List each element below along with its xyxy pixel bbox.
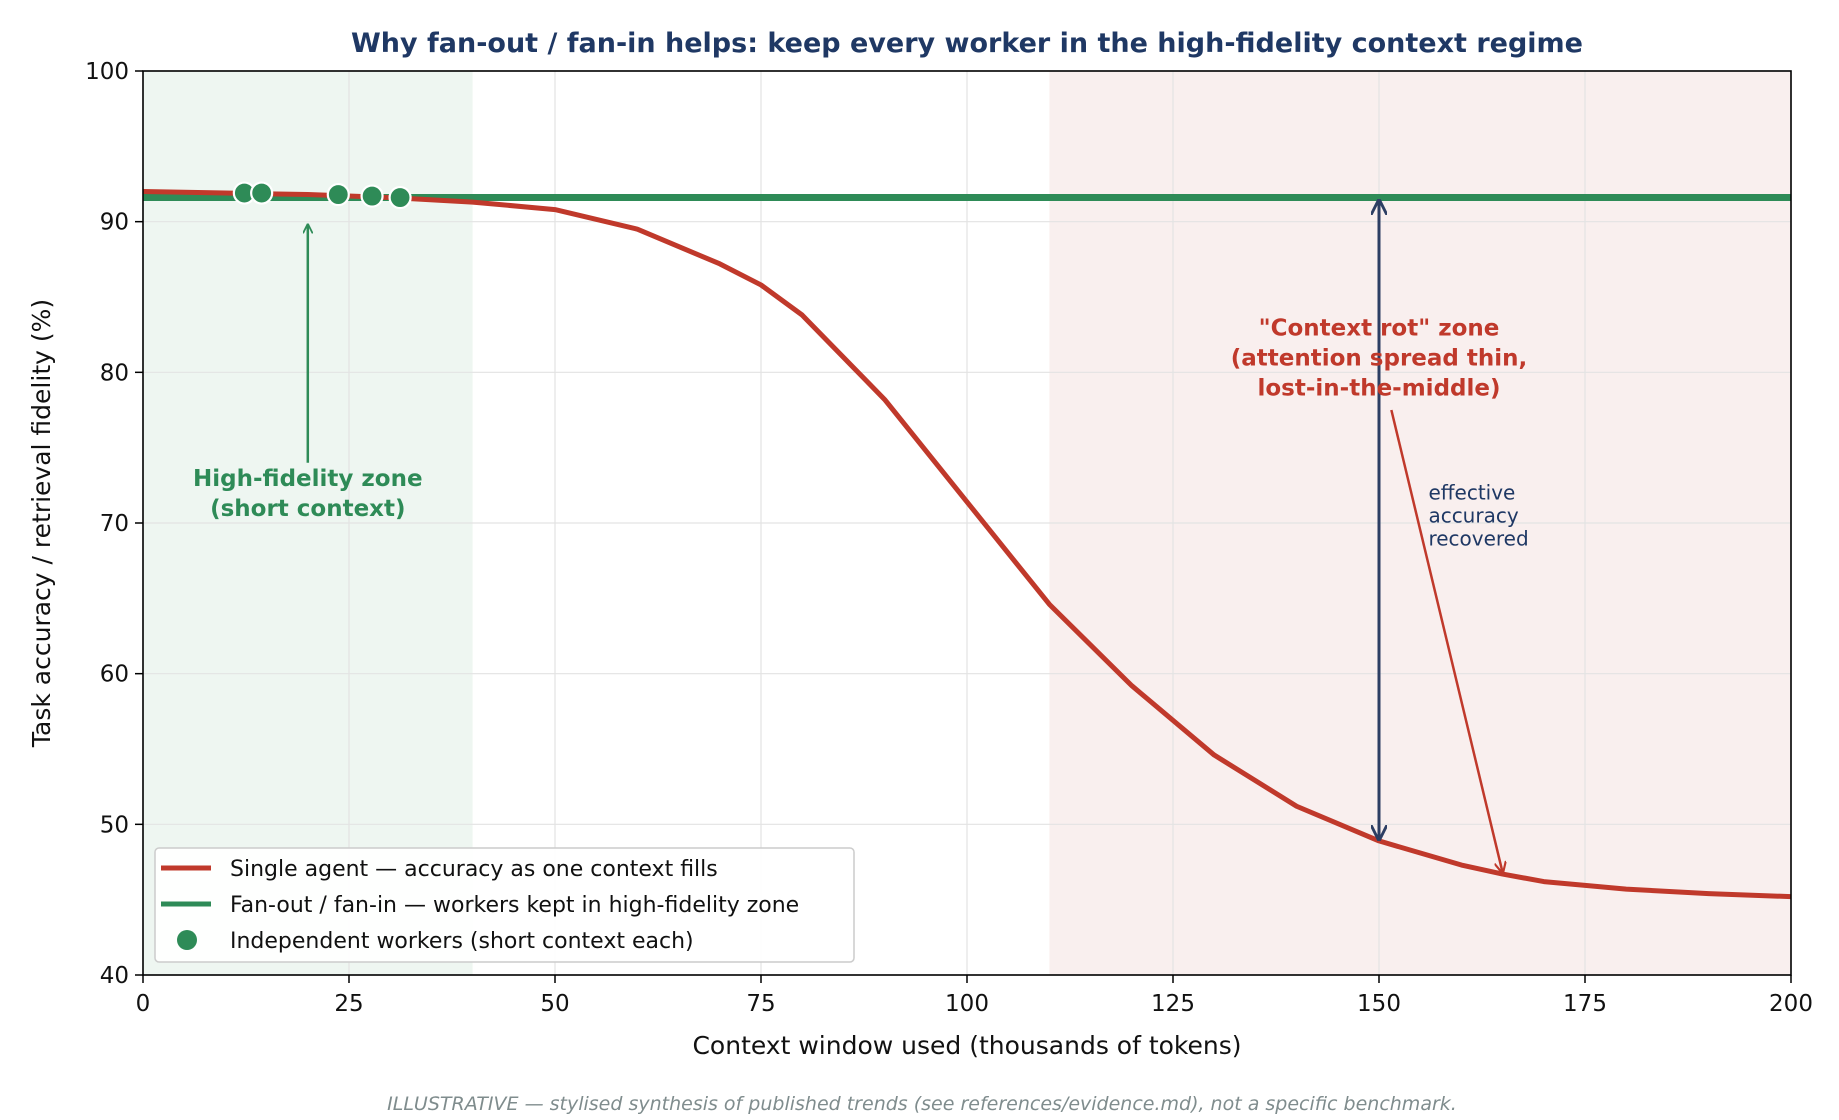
worker-point	[388, 185, 412, 210]
recovered-accuracy-label: effective accuracy recovered	[1428, 480, 1528, 550]
x-tick-label: 25	[334, 991, 363, 1017]
context-rot-arrow	[1390, 409, 1502, 873]
legend-label-workers: Independent workers (short context each)	[230, 929, 694, 954]
legend-label-single-agent: Single agent — accuracy as one context f…	[230, 857, 718, 882]
y-tick-label: 70	[100, 511, 129, 537]
y-axis-ticks: 40 50 60 70 80 90 100	[85, 59, 143, 989]
footnote: ILLUSTRATIVE — stylised synthesis of pub…	[387, 1093, 1457, 1115]
x-tick-label: 200	[1769, 991, 1813, 1017]
legend-box	[154, 847, 855, 963]
x-tick-label: 175	[1563, 991, 1607, 1017]
y-tick-label: 50	[100, 812, 129, 838]
worker-points	[232, 181, 412, 210]
y-axis-label: Task accuracy / retrieval fidelity (%)	[27, 299, 56, 748]
x-axis-ticks: 0 25 50 75 100 125 150 175 200	[136, 975, 1813, 1017]
x-axis-label: Context window used (thousands of tokens…	[692, 1031, 1241, 1060]
x-tick-label: 100	[945, 991, 989, 1017]
single-agent-line	[143, 189, 1791, 900]
y-tick-label: 60	[100, 662, 129, 688]
x-tick-label: 0	[136, 991, 151, 1017]
worker-point	[326, 182, 350, 207]
high-fidelity-zone-label: High-fidelity zone (short context)	[193, 466, 423, 522]
y-tick-label: 40	[100, 963, 129, 989]
legend-swatch-workers	[177, 930, 197, 950]
worker-point	[250, 181, 274, 205]
x-tick-label: 150	[1357, 991, 1401, 1017]
legend-label-fan-out: Fan-out / fan-in — workers kept in high-…	[230, 893, 799, 918]
context-rot-zone-label: "Context rot" zone (attention spread thin…	[1231, 315, 1528, 401]
x-tick-label: 75	[746, 991, 775, 1017]
y-tick-label: 90	[100, 210, 129, 236]
worker-point	[360, 184, 384, 208]
chart-title: Why fan-out / fan-in helps: keep every w…	[351, 28, 1583, 59]
x-tick-label: 125	[1151, 991, 1195, 1017]
legend: Single agent — accuracy as one context f…	[154, 847, 855, 963]
x-tick-label: 50	[540, 991, 569, 1017]
y-tick-label: 100	[85, 59, 129, 85]
y-tick-label: 80	[100, 360, 129, 386]
